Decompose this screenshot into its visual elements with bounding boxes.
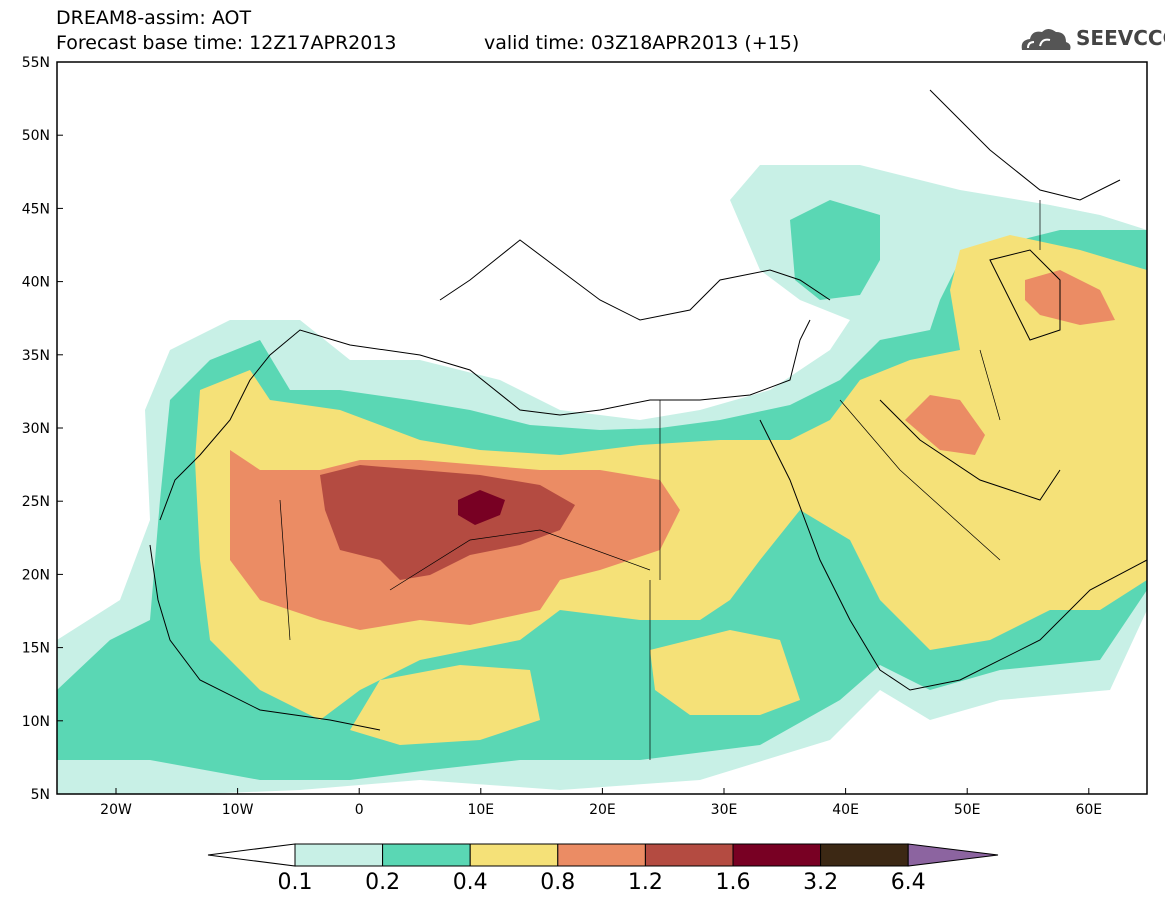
lon-label: 20E bbox=[589, 802, 616, 818]
aot-contours bbox=[57, 62, 1147, 794]
lat-label: 5N bbox=[31, 787, 50, 803]
lat-label: 25N bbox=[22, 494, 50, 510]
colorbar bbox=[207, 843, 999, 867]
lon-label: 60E bbox=[1075, 802, 1102, 818]
lat-label: 35N bbox=[22, 348, 50, 364]
lon-label: 50E bbox=[954, 802, 981, 818]
lat-label: 45N bbox=[22, 201, 50, 217]
aot-band-1.2-caspian bbox=[1025, 270, 1115, 325]
colorbar-label: 0.4 bbox=[452, 870, 488, 895]
aot-band-3.2 bbox=[458, 490, 505, 525]
latitude-axis: 55N 50N 45N 40N 35N 30N 25N 20N 15N 10N 5N bbox=[22, 55, 63, 803]
colorbar-arrow-low bbox=[207, 843, 296, 867]
forecast-base-time: Forecast base time: 12Z17APR2013 bbox=[56, 32, 397, 54]
aot-band-1.2-iraq bbox=[905, 395, 985, 455]
colorbar-box bbox=[557, 843, 646, 867]
colorbar-box bbox=[382, 843, 471, 867]
lat-label: 15N bbox=[22, 641, 50, 657]
lat-label: 30N bbox=[22, 421, 50, 437]
coastlines bbox=[149, 89, 1147, 731]
colorbar-box bbox=[820, 843, 909, 867]
colorbar-label: 6.4 bbox=[890, 870, 926, 895]
aot-band-0.2-black-sea bbox=[790, 200, 880, 300]
lat-label: 50N bbox=[22, 128, 50, 144]
aot-band-0.4-sudan bbox=[650, 630, 800, 715]
colorbar-label: 1.6 bbox=[715, 870, 751, 895]
lat-label: 10N bbox=[22, 714, 50, 730]
colorbar-arrow-high bbox=[907, 843, 999, 867]
aot-band-0.4-niger bbox=[350, 665, 540, 745]
lat-label: 40N bbox=[22, 275, 50, 291]
colorbar-label: 0.2 bbox=[365, 870, 401, 895]
lon-label: 10E bbox=[467, 802, 494, 818]
colorbar-box bbox=[644, 843, 734, 867]
lon-label: 0 bbox=[355, 802, 364, 818]
colorbar-box bbox=[294, 843, 384, 867]
colorbar-label: 0.1 bbox=[277, 870, 313, 895]
colorbar-box bbox=[732, 843, 822, 867]
lat-label: 55N bbox=[22, 55, 50, 71]
lon-label: 40E bbox=[832, 802, 859, 818]
colorbar-label: 0.8 bbox=[540, 870, 576, 895]
colorbar-label: 3.2 bbox=[803, 870, 839, 895]
lon-label: 20W bbox=[100, 802, 132, 818]
colorbar-box bbox=[469, 843, 559, 867]
logo-text: SEEVCCC bbox=[1076, 26, 1165, 50]
aot-band-1.6 bbox=[320, 465, 575, 580]
borders bbox=[279, 200, 1041, 760]
lon-label: 30E bbox=[711, 802, 738, 818]
longitude-axis: 20W 10W 0 10E 20E 30E 40E 50E 60E bbox=[100, 788, 1102, 818]
lat-label: 20N bbox=[22, 567, 50, 583]
colorbar-label: 1.2 bbox=[627, 870, 663, 895]
map-title: DREAM8-assim: AOT bbox=[56, 7, 252, 29]
cloud-icon bbox=[1021, 29, 1071, 50]
valid-time: valid time: 03Z18APR2013 (+15) bbox=[484, 32, 800, 54]
lon-label: 10W bbox=[222, 802, 254, 818]
